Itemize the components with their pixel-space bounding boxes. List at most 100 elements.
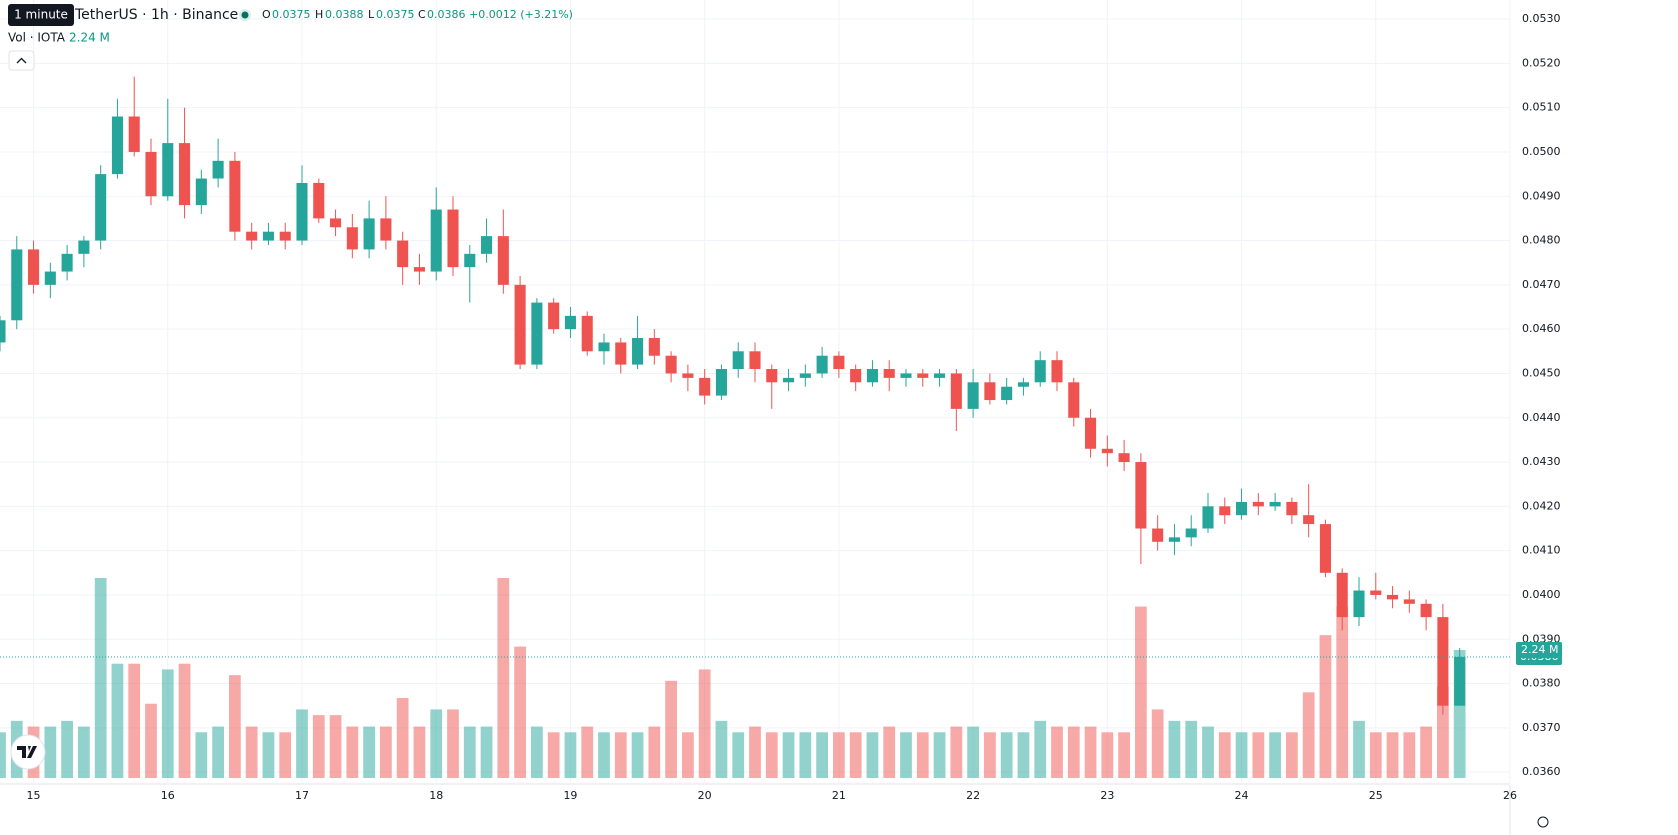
volume-bar: [816, 732, 828, 778]
volume-bar: [262, 732, 275, 778]
volume-bar: [665, 680, 677, 778]
candle-body: [866, 369, 878, 383]
volume-bar: [749, 726, 761, 778]
candle-body: [1303, 515, 1315, 525]
volume-bar: [765, 732, 778, 778]
candle-body: [799, 373, 811, 378]
volume-bar: [0, 732, 6, 778]
candle-body: [464, 253, 476, 268]
candle-body: [296, 182, 308, 241]
volume-bar: [480, 726, 493, 778]
candle-body: [1017, 382, 1029, 387]
volume-bar: [614, 732, 627, 778]
candle-body: [564, 315, 576, 330]
candle-body: [95, 174, 107, 241]
candle-body: [850, 369, 862, 383]
volume-bar: [900, 732, 912, 778]
y-tick-label: 0.0370: [1522, 721, 1561, 734]
collapse-icon: [16, 57, 27, 64]
volume-bar: [715, 720, 728, 778]
volume-bar: [581, 726, 594, 778]
volume-bar: [514, 646, 526, 778]
volume-bar: [950, 726, 963, 778]
candle-body: [900, 373, 912, 378]
volume-bar: [916, 732, 929, 778]
volume-bar: [1135, 606, 1147, 778]
volume-bar: [212, 726, 224, 778]
candle-body: [1403, 599, 1415, 604]
volume-bar: [799, 732, 812, 778]
volume-bar: [1286, 732, 1298, 778]
volume-bar: [849, 732, 862, 778]
candle-body: [632, 338, 644, 365]
candle-body: [967, 382, 979, 409]
candle-body: [128, 116, 140, 152]
volume-bar: [598, 732, 610, 778]
candle-body: [934, 373, 946, 378]
volume-bar: [1185, 720, 1198, 778]
volume-badge: [1516, 642, 1562, 658]
candle-body: [78, 240, 90, 254]
volume-bar: [1319, 635, 1332, 778]
volume-bar: [1051, 726, 1063, 778]
candle-body: [732, 351, 744, 370]
candle-body: [1068, 382, 1080, 418]
volume-bar: [497, 578, 510, 778]
candle-body: [950, 373, 962, 409]
volume-bar: [866, 732, 879, 778]
candle-body: [1051, 360, 1063, 383]
volume-bar: [531, 726, 543, 778]
candle-body: [229, 160, 241, 232]
candle-body: [28, 249, 40, 285]
volume-bar: [1235, 732, 1248, 778]
candle-body: [1336, 572, 1348, 618]
volume-bar: [145, 703, 157, 778]
candle-body: [481, 236, 493, 254]
volume-bar: [732, 732, 745, 778]
volume-bar: [984, 732, 996, 778]
candle-body: [1454, 656, 1466, 706]
volume-bar: [229, 675, 241, 778]
candle-body: [816, 355, 828, 374]
volume-bar: [128, 663, 141, 778]
candle-body: [330, 218, 342, 228]
volume-bar: [967, 726, 979, 778]
volume-bar: [363, 726, 375, 778]
volume-bar: [413, 726, 426, 778]
candle-body: [1236, 501, 1248, 516]
symbol[interactable]: TetherUS · 1h · Binance: [74, 7, 238, 23]
volume-bar: [547, 732, 560, 778]
settings-icon[interactable]: [1537, 816, 1549, 828]
volume-bar: [933, 732, 946, 778]
volume-bar: [61, 720, 73, 778]
candle-body: [1269, 501, 1281, 507]
candle-body: [682, 373, 694, 378]
candle-body: [1185, 528, 1197, 538]
collapse-button[interactable]: [8, 50, 35, 71]
volume-bar: [78, 726, 90, 778]
candle-body: [430, 209, 442, 272]
candle-body: [665, 355, 677, 374]
logo-bg: [10, 734, 46, 770]
candle-body: [111, 116, 123, 175]
y-tick-label: 0.0490: [1522, 189, 1561, 202]
volume-bar: [1202, 726, 1214, 778]
x-tick-label: 16: [161, 789, 175, 802]
volume-bar: [564, 732, 577, 778]
y-tick-label: 0.0400: [1522, 588, 1561, 601]
volume-bar: [1252, 732, 1265, 778]
volume-bar: [430, 709, 443, 778]
volume-bar: [245, 726, 258, 778]
ohlc-value: 0.0375: [376, 8, 415, 21]
volume-bar: [346, 726, 359, 778]
volume-bar: [1420, 726, 1432, 778]
candle-body: [212, 160, 224, 179]
candle-body: [883, 369, 895, 378]
candle-body: [1001, 386, 1013, 401]
candle-body: [1152, 528, 1164, 542]
y-tick-label: 0.0470: [1522, 278, 1561, 291]
x-tick-label: 22: [966, 789, 980, 802]
volume-bar: [1034, 720, 1047, 778]
tooltip-box: [8, 4, 74, 26]
